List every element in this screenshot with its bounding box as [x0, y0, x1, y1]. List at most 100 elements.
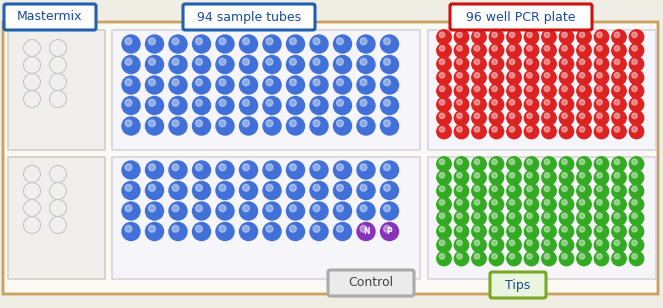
Circle shape [629, 57, 644, 71]
Circle shape [492, 32, 497, 38]
Circle shape [526, 113, 532, 119]
Circle shape [577, 157, 591, 171]
Circle shape [632, 32, 637, 38]
Circle shape [579, 113, 585, 119]
Circle shape [149, 164, 155, 171]
Circle shape [507, 57, 521, 71]
Circle shape [169, 117, 187, 135]
Circle shape [125, 205, 132, 212]
Circle shape [542, 170, 556, 185]
Circle shape [579, 127, 585, 132]
Circle shape [290, 164, 296, 171]
Circle shape [614, 59, 620, 65]
Circle shape [145, 117, 164, 135]
Circle shape [437, 124, 452, 139]
Circle shape [544, 86, 550, 91]
Circle shape [122, 117, 140, 135]
Circle shape [577, 251, 591, 266]
Circle shape [286, 76, 304, 94]
Circle shape [492, 186, 497, 192]
Circle shape [562, 200, 568, 205]
Circle shape [632, 99, 637, 105]
Circle shape [192, 161, 210, 179]
Circle shape [192, 181, 210, 200]
Circle shape [526, 32, 532, 38]
Circle shape [243, 205, 249, 212]
Circle shape [614, 86, 620, 91]
Circle shape [474, 113, 480, 119]
Circle shape [560, 111, 573, 125]
Circle shape [192, 96, 210, 115]
Circle shape [542, 124, 556, 139]
Circle shape [243, 164, 249, 171]
Circle shape [169, 55, 187, 74]
Circle shape [243, 38, 249, 45]
Circle shape [125, 79, 132, 86]
Circle shape [492, 227, 497, 232]
Circle shape [597, 113, 602, 119]
FancyBboxPatch shape [8, 157, 105, 279]
Circle shape [612, 70, 626, 85]
Circle shape [360, 120, 367, 127]
Circle shape [337, 225, 343, 232]
Circle shape [266, 205, 273, 212]
Circle shape [440, 159, 445, 164]
Circle shape [23, 91, 40, 107]
Circle shape [384, 99, 391, 106]
Circle shape [290, 225, 296, 232]
Circle shape [266, 59, 273, 65]
Circle shape [337, 120, 343, 127]
Circle shape [629, 251, 644, 266]
Circle shape [489, 70, 504, 85]
Circle shape [489, 111, 504, 125]
Circle shape [524, 97, 539, 112]
Circle shape [577, 30, 591, 44]
Circle shape [360, 205, 367, 212]
Circle shape [286, 222, 304, 241]
Circle shape [333, 161, 351, 179]
Circle shape [562, 86, 568, 91]
Circle shape [562, 253, 568, 259]
Circle shape [263, 35, 281, 53]
Circle shape [492, 240, 497, 245]
Circle shape [216, 96, 234, 115]
Circle shape [286, 202, 304, 220]
Circle shape [333, 181, 351, 200]
Circle shape [544, 213, 550, 219]
Circle shape [454, 184, 469, 198]
Circle shape [310, 181, 328, 200]
Circle shape [50, 183, 66, 200]
FancyBboxPatch shape [328, 270, 414, 296]
Circle shape [149, 38, 155, 45]
Circle shape [440, 200, 445, 205]
Circle shape [597, 32, 602, 38]
Circle shape [632, 200, 637, 205]
Circle shape [474, 99, 480, 105]
Circle shape [507, 84, 521, 98]
Circle shape [472, 238, 486, 252]
Circle shape [169, 161, 187, 179]
Circle shape [219, 225, 226, 232]
Circle shape [266, 79, 273, 86]
Circle shape [239, 96, 257, 115]
Circle shape [526, 200, 532, 205]
Circle shape [333, 202, 351, 220]
Circle shape [266, 99, 273, 106]
Circle shape [472, 211, 486, 225]
Circle shape [196, 205, 202, 212]
Circle shape [544, 172, 550, 178]
Circle shape [172, 164, 179, 171]
Circle shape [437, 238, 452, 252]
Circle shape [612, 224, 626, 239]
Circle shape [579, 172, 585, 178]
Circle shape [196, 79, 202, 86]
Circle shape [544, 227, 550, 232]
Circle shape [196, 225, 202, 232]
Circle shape [632, 127, 637, 132]
Circle shape [492, 213, 497, 219]
Circle shape [313, 225, 320, 232]
Circle shape [577, 97, 591, 112]
Circle shape [509, 32, 514, 38]
Circle shape [457, 200, 462, 205]
Circle shape [360, 225, 367, 232]
